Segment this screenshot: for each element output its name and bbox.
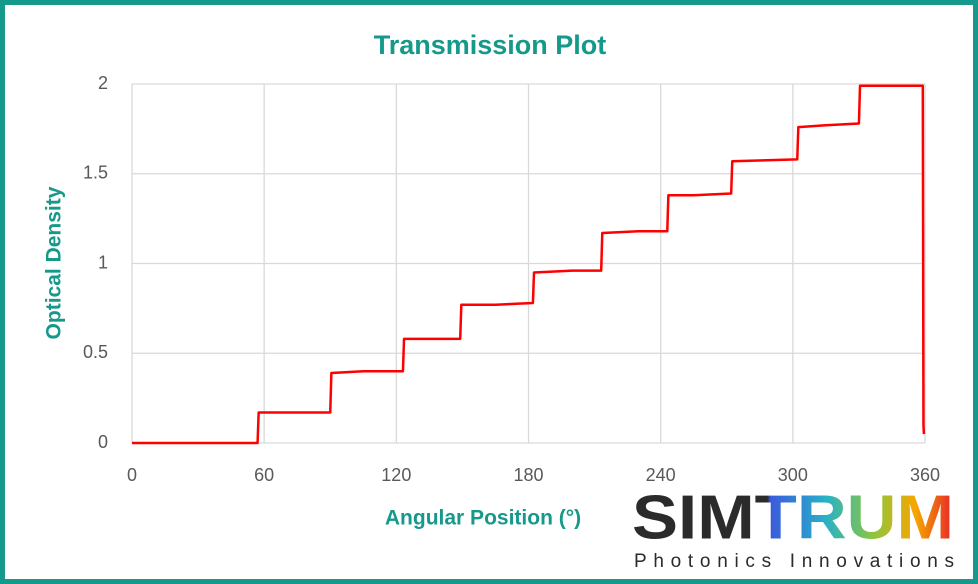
- data-line: [132, 84, 926, 445]
- x-tick-label: 60: [254, 465, 274, 485]
- x-tick-label: 240: [646, 465, 676, 485]
- logo-tagline: Photonics Innovations: [634, 551, 954, 572]
- y-tick-label: 2: [98, 73, 108, 93]
- logo-name: SIMTRUM: [632, 483, 954, 552]
- y-tick-label: 0.5: [83, 342, 108, 362]
- y-axis-label: Optical Density: [43, 186, 66, 339]
- x-tick-label: 360: [910, 465, 940, 485]
- y-tick-label: 0: [98, 432, 108, 452]
- chart-title: Transmission Plot: [374, 30, 607, 60]
- y-tick-label: 1: [98, 252, 108, 272]
- x-tick-label: 0: [127, 465, 137, 485]
- x-tick-label: 120: [381, 465, 411, 485]
- x-tick-label: 300: [778, 465, 808, 485]
- x-axis-label: Angular Position (°): [385, 507, 581, 530]
- y-tick-label: 1.5: [83, 163, 108, 183]
- x-tick-label: 180: [513, 465, 543, 485]
